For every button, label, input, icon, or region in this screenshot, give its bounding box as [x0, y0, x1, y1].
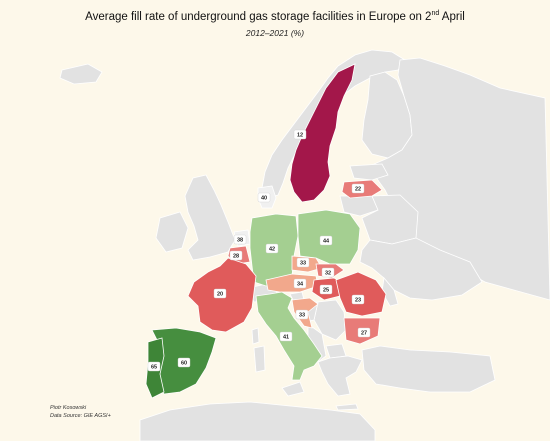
svg-text:60: 60 [181, 361, 187, 367]
svg-text:25: 25 [323, 288, 329, 294]
island-crete [335, 403, 359, 411]
svg-text:33: 33 [300, 261, 306, 267]
source-credit: Data Source: GIE AGSI+ [50, 413, 111, 419]
country-romania [335, 271, 387, 317]
svg-text:28: 28 [233, 254, 239, 260]
label-poland: 44 [319, 235, 333, 246]
no-data-countries [59, 49, 550, 441]
map-subtitle: 2012–2021 (%) [245, 28, 305, 38]
country-serbia [313, 299, 347, 341]
svg-text:44: 44 [323, 239, 330, 245]
label-austria: 34 [293, 278, 307, 289]
country-ukraine [359, 237, 483, 301]
label-france: 20 [213, 288, 227, 299]
label-sweden: 12 [293, 129, 307, 140]
country-greece [317, 355, 363, 397]
svg-text:22: 22 [355, 187, 361, 193]
label-latvia: 22 [351, 183, 365, 194]
value-labels: 12 22 40 38 28 42 44 33 32 34 25 23 27 3… [147, 129, 371, 372]
label-germany: 42 [265, 243, 279, 254]
svg-text:20: 20 [217, 292, 223, 298]
map-title: Average fill rate of underground gas sto… [0, 10, 550, 23]
label-netherlands: 38 [233, 234, 247, 245]
island-sicily [281, 381, 305, 397]
country-sweden [289, 63, 356, 203]
svg-text:32: 32 [325, 271, 331, 277]
label-hungary: 25 [319, 284, 333, 295]
title-end: April [439, 10, 465, 23]
label-italy: 41 [279, 331, 293, 342]
svg-text:40: 40 [261, 196, 267, 202]
label-romania: 23 [351, 294, 365, 305]
country-turkey [361, 345, 496, 393]
country-north-macedonia [325, 343, 347, 359]
svg-text:23: 23 [355, 298, 361, 304]
author-credit: Piotr Kosowski [50, 405, 87, 411]
label-denmark: 40 [257, 192, 271, 203]
title-superscript: nd [431, 10, 440, 17]
label-czechia: 33 [296, 257, 310, 268]
country-north-africa [139, 401, 376, 441]
label-spain: 60 [177, 357, 191, 368]
svg-text:27: 27 [361, 331, 367, 337]
svg-text:33: 33 [299, 313, 305, 319]
svg-text:12: 12 [297, 133, 303, 139]
label-slovakia: 32 [321, 267, 335, 278]
country-iceland [59, 63, 103, 85]
label-bulgaria: 27 [357, 327, 371, 338]
credits: Piotr Kosowski Data Source: GIE AGSI+ [50, 404, 111, 420]
title-main: Average fill rate of underground gas sto… [85, 10, 432, 23]
island-corsica [251, 327, 260, 345]
country-uk [184, 174, 236, 261]
country-ireland [155, 211, 189, 253]
svg-text:34: 34 [297, 282, 304, 288]
svg-text:42: 42 [269, 247, 275, 253]
svg-text:38: 38 [237, 238, 243, 244]
country-estonia [349, 163, 389, 181]
label-portugal: 65 [147, 361, 161, 372]
island-sardinia [253, 345, 266, 373]
label-belgium: 28 [229, 250, 243, 261]
svg-text:41: 41 [283, 335, 289, 341]
svg-text:65: 65 [151, 365, 157, 371]
label-croatia: 33 [295, 309, 309, 320]
